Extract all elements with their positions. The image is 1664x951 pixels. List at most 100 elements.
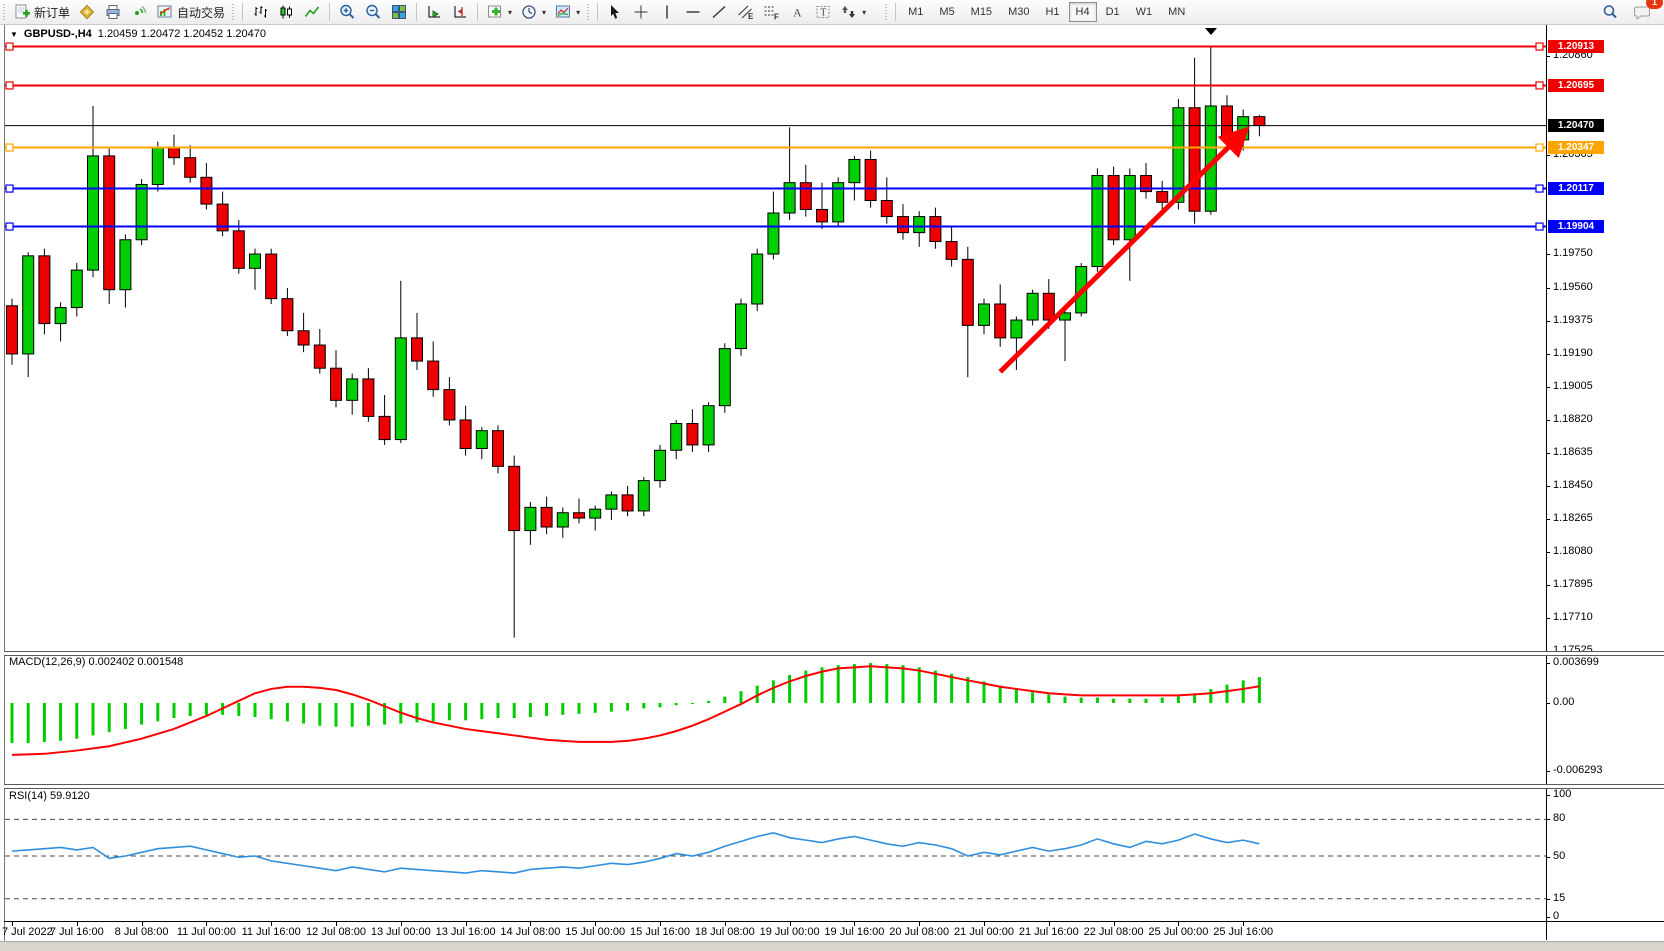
price-axis-label: 1.17895	[1553, 577, 1593, 590]
rsi-pane[interactable]	[5, 788, 1546, 921]
timeframe-w1-button[interactable]: W1	[1135, 6, 1153, 18]
print-button[interactable]	[100, 1, 126, 23]
notifications-button[interactable]: 1	[1629, 0, 1663, 23]
time-axis-label[interactable]: 25 Jul 00:00	[1148, 926, 1209, 938]
timeframe-h4-button[interactable]: H4	[1068, 2, 1097, 22]
vline-tool-button[interactable]	[654, 1, 680, 23]
crosshair-tool-button[interactable]	[628, 1, 654, 23]
candle-up	[475, 430, 488, 450]
time-axis-label[interactable]: 13 Jul 16:00	[435, 926, 496, 938]
zoom-out-button[interactable]	[360, 1, 386, 23]
search-button[interactable]	[1597, 1, 1623, 23]
time-axis-label[interactable]: 15 Jul 16:00	[630, 926, 690, 938]
time-axis-label[interactable]: 7 Jul 2022	[2, 926, 53, 938]
candle-down	[427, 360, 440, 391]
timeframe-m1-button[interactable]: M1	[908, 6, 924, 18]
candle-up	[978, 303, 990, 326]
macd-axis-label: 0.00	[1553, 696, 1575, 708]
time-axis-label[interactable]: 19 Jul 16:00	[824, 926, 885, 938]
chart-header[interactable]: ▼ GBPUSD-,H4 1.20459 1.20472 1.20452 1.2…	[10, 28, 266, 40]
time-axis-label[interactable]: 14 Jul 08:00	[500, 926, 561, 938]
candle-up	[637, 480, 650, 512]
rsi-axis-label: 50	[1553, 850, 1566, 862]
fibonacci-tool-button[interactable]: F	[758, 1, 784, 23]
text-tool-button[interactable]: A	[784, 1, 810, 23]
line-handle[interactable]	[5, 42, 14, 51]
line-handle[interactable]	[5, 81, 14, 90]
time-axis-label[interactable]: 21 Jul 00:00	[954, 926, 1014, 938]
toolbar-grip[interactable]	[2, 4, 7, 20]
auto-scroll-icon	[425, 3, 443, 21]
auto-scroll-button[interactable]	[421, 1, 447, 23]
toolbar-grip[interactable]	[231, 4, 237, 20]
timeframe-d1-button[interactable]: D1	[1105, 6, 1120, 18]
timeframe-m30-button[interactable]: M30	[1008, 6, 1030, 18]
time-axis-label[interactable]: 13 Jul 00:00	[370, 926, 431, 938]
time-axis-label[interactable]: 20 Jul 08:00	[889, 926, 950, 938]
time-axis-label[interactable]: 25 Jul 16:00	[1213, 926, 1274, 938]
line-chart-button[interactable]	[299, 1, 325, 23]
label-tool-button[interactable]: T	[810, 1, 836, 23]
price-pane[interactable]	[5, 25, 1546, 651]
cursor-tool-button[interactable]	[602, 1, 628, 23]
line-handle[interactable]	[1535, 143, 1544, 152]
macd-label: MACD(12,26,9) 0.002402 0.001548	[9, 656, 184, 668]
market-depth-button[interactable]	[74, 1, 100, 23]
line-handle[interactable]	[1535, 222, 1544, 231]
autotrade-button[interactable]: 自动交易	[152, 1, 229, 23]
time-axis-label[interactable]: 18 Jul 08:00	[694, 926, 755, 938]
print-icon	[104, 3, 122, 21]
line-handle[interactable]	[5, 222, 14, 231]
timeframe-m5-button[interactable]: M5	[939, 6, 955, 18]
time-axis-label[interactable]: 11 Jul 16:00	[241, 926, 301, 938]
time-axis-label[interactable]: 7 Jul 16:00	[49, 926, 104, 938]
candle-up	[605, 494, 618, 510]
time-axis-label[interactable]: 12 Jul 08:00	[306, 926, 366, 938]
rsi-line	[11, 831, 1260, 874]
time-axis-label[interactable]: 11 Jul 00:00	[176, 926, 236, 938]
chevron-down-icon: ▾	[542, 7, 547, 17]
timeframe-mn-button[interactable]: MN	[1168, 6, 1186, 18]
time-axis-label[interactable]: 15 Jul 00:00	[565, 926, 626, 938]
toolbar-grip[interactable]	[586, 4, 592, 20]
line-handle[interactable]	[1535, 42, 1544, 51]
candle-down	[6, 305, 18, 355]
shapes-tool-button[interactable]: ▾	[836, 1, 870, 23]
line-handle[interactable]	[5, 143, 14, 152]
period-button[interactable]: ▾	[516, 1, 550, 23]
chart-shift-button[interactable]	[447, 1, 473, 23]
tile-windows-button[interactable]	[386, 1, 412, 23]
time-axis-label[interactable]: 22 Jul 08:00	[1083, 926, 1144, 938]
line-handle[interactable]	[1535, 184, 1544, 193]
pane-separator[interactable]	[4, 651, 1664, 656]
candle-up	[524, 506, 537, 532]
trendline-tool-button[interactable]	[706, 1, 732, 23]
time-axis-label[interactable]: 21 Jul 16:00	[1018, 926, 1079, 938]
timeframe-m15-button[interactable]: M15	[970, 6, 993, 18]
candlestick-button[interactable]	[273, 1, 299, 23]
new-order-button[interactable]: 新订单	[9, 1, 74, 23]
timeframe-group: M1 M5 M15 M30 H1 H4 D1 W1 MN	[900, 2, 1193, 22]
toolbar-grip[interactable]	[884, 4, 890, 20]
chart-shift-marker[interactable]	[1205, 28, 1217, 35]
timeframe-h1-button[interactable]: H1	[1045, 6, 1060, 18]
line-handle[interactable]	[5, 184, 14, 193]
template-button[interactable]: ▾	[550, 1, 584, 23]
price-axis-label: 1.18450	[1553, 478, 1593, 491]
candle-down	[816, 208, 828, 223]
pane-separator[interactable]	[4, 784, 1664, 789]
chart-menu-icon[interactable]: ▼	[10, 29, 18, 39]
time-axis-label[interactable]: 8 Jul 08:00	[114, 926, 169, 938]
trend-arrow[interactable]	[998, 126, 1250, 374]
zoom-in-button[interactable]	[334, 1, 360, 23]
add-indicator-button[interactable]: ▾	[482, 1, 516, 23]
macd-pane[interactable]	[5, 655, 1546, 784]
line-handle[interactable]	[1535, 81, 1544, 90]
hline-tool-button[interactable]	[680, 1, 706, 23]
price-axis-label: 1.19560	[1553, 280, 1593, 293]
bar-chart-button[interactable]	[247, 1, 273, 23]
channel-tool-button[interactable]: E	[732, 1, 758, 23]
time-axis-label[interactable]: 19 Jul 00:00	[759, 926, 820, 938]
signal-button[interactable]	[126, 1, 152, 23]
candle-down	[200, 176, 213, 205]
